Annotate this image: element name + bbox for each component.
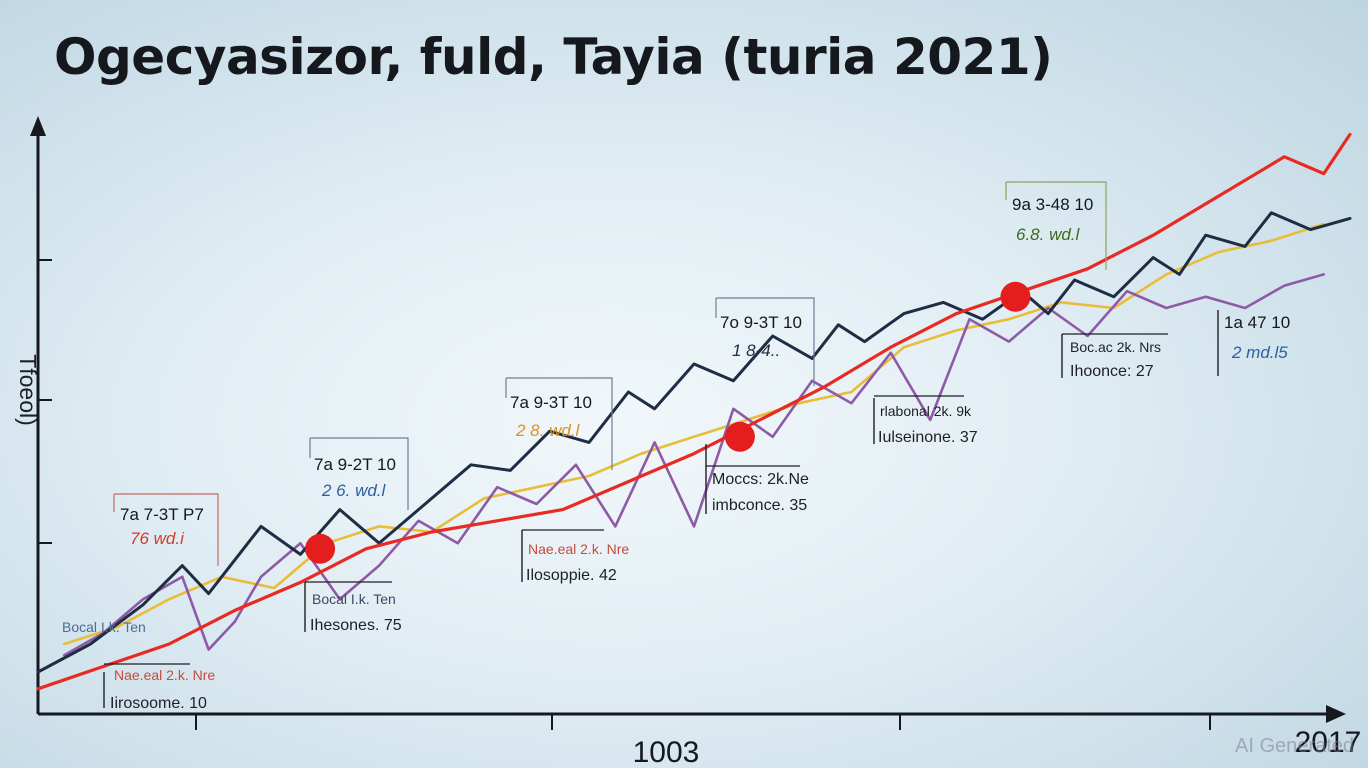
- annotation-label: Ihoonce: 27: [1070, 363, 1154, 380]
- annotation: Bocal I.k. Ten Ihesones. 75: [304, 581, 402, 634]
- callout-box: 9a 3-48 10 6.8. wd.l: [1005, 181, 1107, 270]
- callout-box: 7a 9-2T 10 2 6. wd.l: [309, 437, 409, 510]
- callout-line1: 7a 9-3T 10: [510, 393, 592, 412]
- x-tick-label: 2017: [1295, 726, 1362, 759]
- series-line: [62, 222, 1326, 646]
- annotation: Moccs: 2k.Ne imbconce. 35: [705, 444, 809, 514]
- x-axis-arrow: [1326, 705, 1346, 723]
- highlight-point: [305, 533, 336, 564]
- annotation-muted: Nae.eal 2.k. Nre: [114, 667, 215, 683]
- callout-line2: 76 wd.i: [130, 529, 185, 548]
- annotation-muted: Moccs: 2k.Ne: [712, 471, 809, 488]
- callout-box: 7o 9-3T 10 1 8-4..: [715, 297, 815, 386]
- y-axis-label: Tfoeol): [15, 354, 41, 426]
- callout-line1: 7a 7-3T P7: [120, 505, 204, 524]
- callout-box: 7a 7-3T P7 76 wd.i: [113, 493, 219, 566]
- callout-line1: 7a 9-2T 10: [314, 455, 396, 474]
- callout-line2: 1 8-4..: [732, 341, 780, 360]
- annotation-label: Ilosoppie. 42: [526, 567, 617, 584]
- series-line: [36, 211, 1352, 674]
- annotation-label: Ihesones. 75: [310, 617, 402, 634]
- side-note: 1a 47 10 2 md.l5 Bocal I.k. Ten: [62, 310, 1290, 635]
- annotation: Nae.eal 2.k. Nre Iirosoome. 10: [103, 663, 215, 712]
- callout-layer: 7a 7-3T P7 76 wd.i 7a 9-2T 10 2 6. wd.l …: [113, 181, 1107, 566]
- series-line: [62, 273, 1326, 657]
- annotation: Boc.ac 2k. Nrs Ihoonce: 27: [1061, 333, 1168, 380]
- callout-line1: 9a 3-48 10: [1012, 195, 1093, 214]
- side-note-line1: 1a 47 10: [1224, 313, 1290, 332]
- callout-line1: 7o 9-3T 10: [720, 313, 802, 332]
- annotation-muted: Boc.ac 2k. Nrs: [1070, 339, 1161, 355]
- series-line: [36, 132, 1352, 691]
- side-note-line2: 2 md.l5: [1231, 343, 1288, 362]
- callout-line2: 2 6. wd.l: [321, 481, 387, 500]
- annotation-muted: rlabonal 2k. 9k: [880, 403, 972, 419]
- annotation: rlabonal 2k. 9k Iulseinone. 37: [873, 395, 978, 446]
- annotation-layer: Nae.eal 2.k. Nre Iirosoome. 10 Bocal I.k…: [62, 310, 1290, 712]
- highlight-layer: [305, 281, 1031, 564]
- annotation-label: Iirosoome. 10: [110, 695, 207, 712]
- callout-box: 7a 9-3T 10 2 8. wd.l: [505, 377, 613, 470]
- chart-title: Ogecyasizor, fuld, Tayia (turia 2021): [54, 28, 1053, 86]
- watermark: AI Generated: [1235, 735, 1354, 757]
- annotation-muted: Bocal I.k. Ten: [312, 591, 396, 607]
- annotation-muted: Nae.eal 2.k. Nre: [528, 541, 629, 557]
- annotation-label: imbconce. 35: [712, 497, 807, 514]
- callout-line2: 6.8. wd.l: [1016, 225, 1081, 244]
- side-note-muted: Bocal I.k. Ten: [62, 619, 146, 635]
- annotation-label: Iulseinone. 37: [878, 429, 978, 446]
- callout-line2: 2 8. wd.l: [515, 421, 581, 440]
- highlight-point: [724, 421, 755, 452]
- series-layer: [36, 132, 1352, 691]
- chart-axes: Tfoeol) 1003 2017: [15, 116, 1361, 768]
- x-tick-label: 1003: [633, 736, 700, 768]
- y-axis-arrow: [30, 116, 46, 136]
- annotation: Nae.eal 2.k. Nre Ilosoppie. 42: [521, 529, 629, 584]
- highlight-point: [1000, 281, 1031, 312]
